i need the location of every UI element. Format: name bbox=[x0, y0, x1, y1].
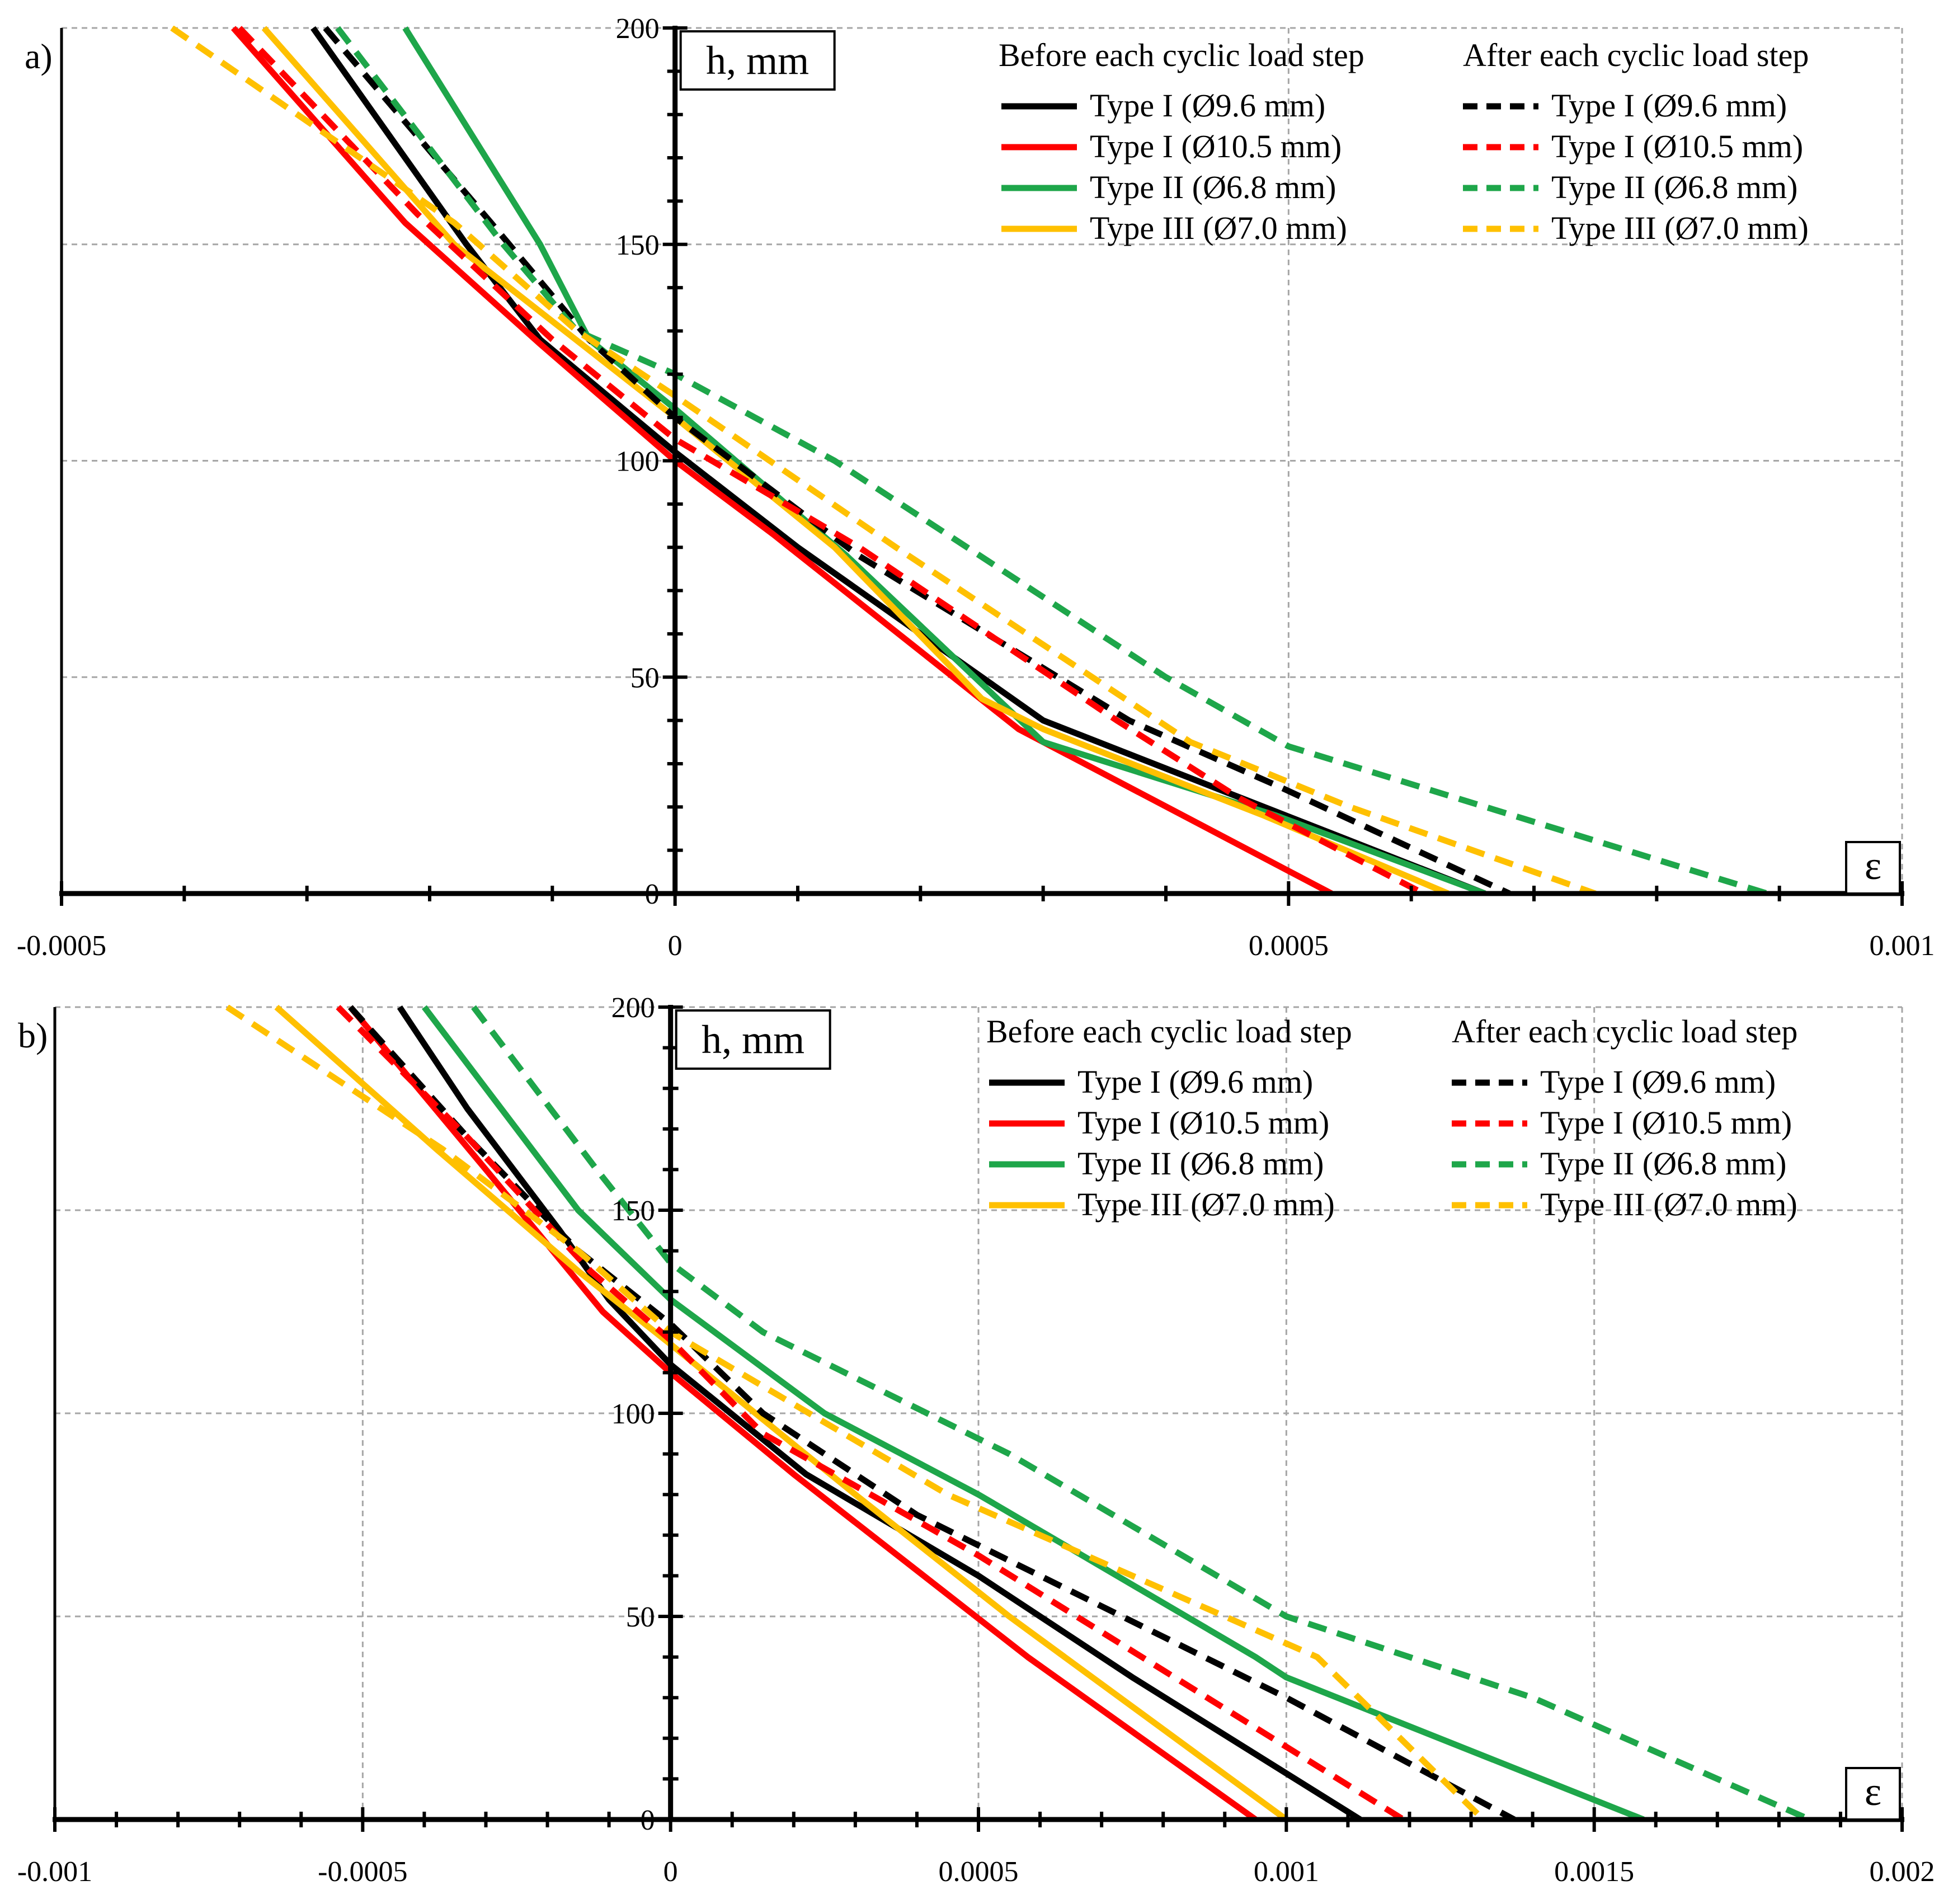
x-tick-label: 0.002 bbox=[1870, 1856, 1935, 1888]
y-tick-label: 150 bbox=[616, 229, 660, 261]
legend-label: Type I (Ø9.6 mm) bbox=[1077, 1064, 1313, 1100]
x-tick-label: 0.001 bbox=[1254, 1856, 1319, 1888]
legend-label: Type I (Ø10.5 mm) bbox=[1090, 128, 1342, 164]
legend-label: Type II (Ø6.8 mm) bbox=[1540, 1145, 1787, 1182]
legend-label: Type I (Ø9.6 mm) bbox=[1551, 87, 1787, 124]
series-line-after-1 bbox=[323, 26, 1511, 896]
x-tick-label: 0.0015 bbox=[1554, 1856, 1634, 1888]
series-line-before-4 bbox=[261, 26, 1450, 896]
series-line-after-3 bbox=[471, 1005, 1811, 1822]
series-line-after-1 bbox=[348, 1005, 1516, 1822]
y-tick-label: 100 bbox=[616, 446, 660, 478]
legend-label: Type I (Ø10.5 mm) bbox=[1077, 1104, 1329, 1141]
legend-label: Type III (Ø7.0 mm) bbox=[1540, 1186, 1797, 1223]
x-tick-label: 0 bbox=[663, 1856, 678, 1888]
y-tick-label: 200 bbox=[616, 13, 660, 45]
x-axis-title-box bbox=[1845, 841, 1901, 895]
y-tick-label: 50 bbox=[630, 662, 660, 694]
x-axis-title: ε bbox=[1865, 843, 1881, 888]
legend-label: Type II (Ø6.8 mm) bbox=[1077, 1145, 1324, 1182]
series-line-before-3 bbox=[422, 1005, 1645, 1822]
y-tick-label: 0 bbox=[645, 878, 660, 910]
series-line-after-2 bbox=[237, 26, 1425, 896]
legend-group-title-before: Before each cyclic load step bbox=[986, 1013, 1352, 1050]
y-axis-title-box bbox=[679, 30, 836, 91]
y-axis-title: h, mm bbox=[706, 38, 809, 83]
legend-label: Type I (Ø10.5 mm) bbox=[1551, 128, 1803, 164]
series-line-after-3 bbox=[335, 26, 1768, 896]
legend-label: Type II (Ø6.8 mm) bbox=[1551, 169, 1798, 205]
x-tick-label: -0.0005 bbox=[318, 1856, 407, 1888]
x-tick-label: -0.001 bbox=[17, 1856, 92, 1888]
x-axis-title: ε bbox=[1865, 1769, 1881, 1814]
y-tick-label: 0 bbox=[641, 1804, 655, 1836]
chart-panel-a: -0.0005 0 0.0005 0.001 0 50 100 150 200 a) h, mm ε B… bbox=[17, 13, 1935, 962]
y-tick-label: 50 bbox=[626, 1601, 655, 1633]
x-tick-label: -0.0005 bbox=[17, 930, 106, 962]
x-tick-label: 0.001 bbox=[1870, 930, 1935, 962]
y-tick-label: 100 bbox=[611, 1398, 655, 1430]
y-tick-label: 200 bbox=[611, 992, 655, 1024]
x-axis-title-box bbox=[1845, 1767, 1901, 1821]
legend-label: Type II (Ø6.8 mm) bbox=[1090, 169, 1336, 205]
y-tick-label: 150 bbox=[611, 1195, 655, 1227]
legend-group-title-after: After each cyclic load step bbox=[1452, 1013, 1797, 1050]
legend-label: Type III (Ø7.0 mm) bbox=[1551, 210, 1809, 246]
legend-label: Type I (Ø9.6 mm) bbox=[1540, 1064, 1776, 1100]
y-axis-title-box bbox=[675, 1009, 831, 1070]
legend-label: Type III (Ø7.0 mm) bbox=[1077, 1186, 1335, 1223]
y-axis-title: h, mm bbox=[702, 1017, 804, 1062]
legend-group-title-before: Before each cyclic load step bbox=[999, 37, 1364, 73]
chart-panel-b: -0.001 -0.0005 0 0.0005 0.001 0.0015 0.002 0 50 1… bbox=[17, 992, 1935, 1888]
legend-label: Type I (Ø10.5 mm) bbox=[1540, 1104, 1792, 1141]
legend-group-title-after: After each cyclic load step bbox=[1463, 37, 1809, 73]
panel-label: b) bbox=[18, 1016, 48, 1055]
panel-label: a) bbox=[25, 36, 53, 76]
legend-label: Type I (Ø9.6 mm) bbox=[1090, 87, 1325, 124]
series-line-after-4 bbox=[170, 26, 1597, 896]
x-tick-label: 0.0005 bbox=[939, 1856, 1019, 1888]
legend-label: Type III (Ø7.0 mm) bbox=[1090, 210, 1347, 246]
x-tick-label: 0.0005 bbox=[1249, 930, 1329, 962]
x-tick-label: 0 bbox=[668, 930, 683, 962]
